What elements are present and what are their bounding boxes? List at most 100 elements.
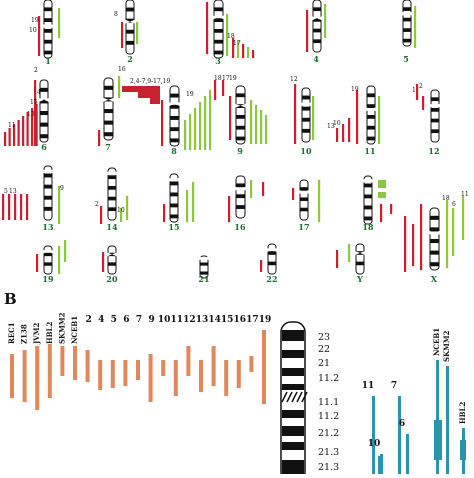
orange-deletion-bar (186, 346, 191, 376)
centromere-notch (240, 103, 246, 108)
chromosome-band (236, 183, 245, 188)
chromosome-band (282, 460, 304, 474)
aberration-bar (414, 6, 417, 48)
teal-deletion-bar (446, 366, 449, 474)
aberration-bar (184, 120, 187, 150)
centromere-notch (267, 248, 272, 252)
aberration-bar (404, 216, 407, 272)
chromosome-band (236, 115, 245, 119)
chromosome-outline (402, 0, 412, 47)
cell-line-label: 11 (362, 381, 375, 391)
chromosome-band (44, 184, 52, 189)
chromosome-band (268, 261, 276, 266)
chromosome-label: 2 (127, 54, 133, 64)
centromere-notch (435, 103, 440, 108)
chromosome-2 (125, 0, 135, 55)
aberration-bar (26, 194, 29, 220)
chromosome-label: 1 (45, 56, 51, 66)
aberration-bar (161, 100, 164, 146)
aberration-bar (136, 22, 139, 44)
orange-deletion-bar (173, 360, 178, 396)
band-label: 21 (318, 358, 330, 369)
orange-deletion-bar (161, 360, 166, 376)
chromosome-band (170, 214, 178, 219)
centromere-notch (304, 190, 309, 194)
chromosome-band (108, 207, 116, 212)
orange-deletion-bar (110, 360, 115, 388)
sample-number-label: 10 (117, 207, 125, 214)
cell-line-label: 9 (148, 315, 154, 325)
chromosome-band (200, 262, 208, 266)
orange-deletion-bar (199, 360, 203, 392)
chromosome-label: 14 (106, 222, 118, 232)
sample-number-label: 13 (9, 188, 17, 195)
aberration-bar (262, 182, 265, 196)
chromosome-13-ideogram (280, 321, 308, 478)
chromosome-band (282, 350, 304, 358)
centromere-notch (112, 171, 117, 176)
cell-line-label: 10 (368, 439, 381, 449)
chromosome-band (367, 115, 375, 119)
aberration-bar (35, 104, 38, 146)
aberration-bar (336, 250, 339, 268)
teal-deletion-bar (460, 440, 466, 460)
cell-line-label: 7 (391, 381, 397, 391)
aberration-bar (17, 120, 20, 146)
centromere-notch (218, 15, 224, 20)
cell-line-label: 6 (399, 419, 405, 429)
aberration-bar (294, 84, 297, 144)
sample-number-label: 2,4-7,9-17,19 (130, 78, 170, 85)
aberration-bar (36, 254, 39, 272)
chromosome-band (108, 175, 116, 180)
aberration-bar (250, 100, 253, 144)
aberration-bar (4, 132, 7, 146)
orange-deletion-bar (236, 360, 241, 388)
chromosome-band (214, 39, 223, 44)
chromosome-band (126, 7, 134, 12)
centromere-notch (103, 97, 109, 102)
chromosome-band (40, 87, 48, 92)
chromosome-outline (301, 87, 311, 143)
aberration-bar (22, 116, 25, 146)
sample-number-label: 15 (30, 99, 38, 106)
sample-number-label: 18 (442, 195, 450, 202)
chromosome-band (104, 109, 113, 114)
cell-line-label: 12 (183, 315, 196, 325)
chromosome-band (104, 132, 113, 137)
chromosome-band (236, 136, 245, 141)
aberration-bar (13, 124, 16, 146)
chromosome-outline (169, 173, 179, 223)
aberration-bar (229, 96, 232, 140)
cell-line-label: 2 (85, 315, 91, 325)
centromere-notch (299, 190, 304, 194)
chromosome-band (104, 120, 113, 125)
chromosome-band (108, 196, 116, 201)
aberration-bar (2, 194, 5, 220)
chromosome-outline (43, 245, 53, 275)
chromosome-band (302, 106, 310, 111)
chromosome-label: 9 (237, 146, 243, 156)
chromosome-band (170, 192, 178, 197)
chromosome-band (40, 134, 48, 139)
chromosome-band (40, 111, 48, 116)
cell-line-label: REC1 (7, 322, 16, 344)
chromosome-label: 11 (364, 146, 375, 156)
chromosome-band (302, 128, 310, 133)
aberration-bar (232, 38, 235, 58)
sample-number-label: 17 (222, 75, 230, 82)
cell-line-label: SKMM2 (57, 312, 66, 344)
chromosome-band (302, 95, 310, 100)
aberration-bar (64, 240, 67, 262)
centromere-notch (48, 249, 53, 254)
aberration-bar (222, 80, 225, 96)
centromere-hatch (301, 391, 308, 403)
chromosome-18 (363, 175, 373, 225)
centromere-notch (130, 19, 135, 24)
chromosome-band (313, 7, 321, 12)
cell-line-label: 7 (136, 315, 142, 325)
chromosome-band (104, 97, 113, 102)
chromosome-band (44, 173, 52, 178)
chromosome-outline (363, 175, 373, 225)
aberration-bar (14, 194, 17, 220)
